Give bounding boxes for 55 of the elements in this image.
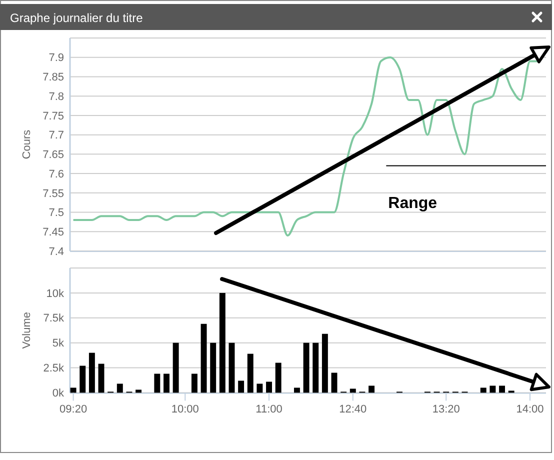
x-tick-label: 12:40 bbox=[339, 404, 367, 416]
y-axis-title: Volume bbox=[21, 312, 33, 349]
bar bbox=[294, 388, 300, 393]
bar bbox=[247, 354, 254, 393]
x-tick-label: 10:00 bbox=[171, 404, 199, 416]
bar bbox=[331, 372, 338, 393]
y-tick-label: 7.4 bbox=[48, 246, 64, 258]
bar bbox=[70, 388, 76, 393]
y-tick-label: 7.5 bbox=[48, 207, 64, 220]
bar bbox=[322, 334, 328, 393]
bar bbox=[210, 342, 216, 393]
y-tick-label: 7.85 bbox=[42, 72, 64, 84]
y-tick-label: 7.7 bbox=[48, 130, 64, 142]
bar bbox=[219, 292, 226, 393]
bar bbox=[350, 388, 356, 393]
chart-title: Graphe journalier du titre bbox=[10, 11, 144, 25]
y-axis-title: Cours bbox=[21, 129, 33, 160]
y-tick-label: 7.55 bbox=[42, 188, 64, 200]
bar bbox=[80, 366, 86, 393]
bar bbox=[499, 386, 506, 393]
y-tick-label: 0k bbox=[52, 388, 64, 400]
bar bbox=[275, 362, 282, 393]
bar bbox=[172, 342, 179, 393]
bar bbox=[490, 386, 496, 393]
y-tick-label: 7.6 bbox=[48, 168, 64, 180]
y-tick-label: 7.9 bbox=[48, 52, 64, 64]
bar bbox=[312, 342, 319, 393]
x-tick-label: 13:20 bbox=[432, 404, 460, 416]
bar bbox=[256, 384, 263, 393]
y-tick-label: 7.45 bbox=[42, 226, 64, 238]
y-tick-label: 2.5k bbox=[43, 362, 64, 375]
bar bbox=[116, 384, 123, 393]
bar bbox=[266, 382, 272, 393]
bar bbox=[368, 386, 375, 393]
y-tick-label: 5k bbox=[52, 338, 64, 350]
y-tick-label: 7.65 bbox=[42, 149, 64, 162]
bar bbox=[88, 352, 95, 393]
bar bbox=[303, 342, 310, 393]
x-tick-label: 09:20 bbox=[60, 404, 88, 416]
bar bbox=[136, 390, 142, 393]
bar bbox=[480, 388, 486, 393]
bar bbox=[154, 374, 160, 393]
x-tick-label: 14:00 bbox=[516, 404, 544, 416]
y-tick-label: 10k bbox=[46, 288, 64, 300]
ref-line-label: Range bbox=[388, 194, 438, 212]
bar bbox=[228, 342, 235, 393]
bar bbox=[98, 364, 104, 393]
y-tick-label: 7.5k bbox=[43, 312, 64, 325]
bar bbox=[164, 374, 170, 393]
bar bbox=[238, 380, 244, 393]
y-tick-label: 7.75 bbox=[42, 110, 64, 122]
y-tick-label: 7.8 bbox=[48, 90, 64, 103]
bar bbox=[200, 324, 207, 393]
bar bbox=[191, 374, 198, 393]
x-tick-label: 11:00 bbox=[256, 404, 282, 416]
